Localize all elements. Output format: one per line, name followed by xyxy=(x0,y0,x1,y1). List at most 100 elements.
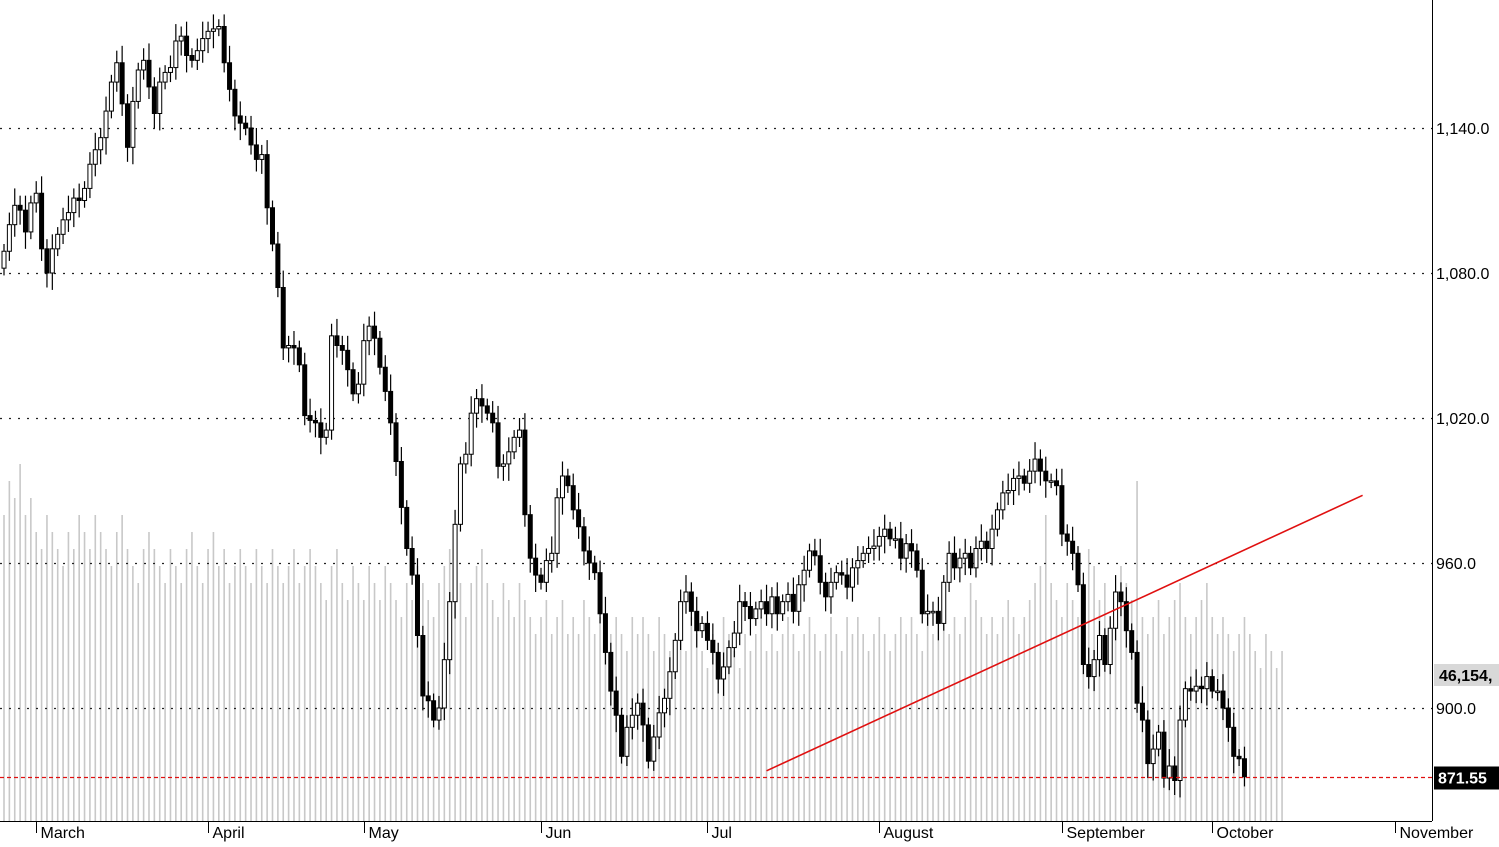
candle-body xyxy=(812,550,818,557)
candle xyxy=(844,558,850,600)
candle xyxy=(726,640,732,675)
candle xyxy=(543,548,549,592)
candle xyxy=(737,584,743,646)
candle-body xyxy=(828,581,834,598)
candle-body xyxy=(774,596,780,615)
candle-body xyxy=(65,212,71,221)
candle xyxy=(817,538,823,595)
candle xyxy=(60,207,66,244)
candle-body xyxy=(592,562,598,574)
candle-body xyxy=(941,581,947,624)
candle xyxy=(366,316,372,356)
candle-body xyxy=(1032,458,1038,472)
x-tick-label: October xyxy=(1217,825,1275,842)
candle-body xyxy=(1123,601,1129,632)
candle-body xyxy=(98,137,104,151)
candle xyxy=(613,676,619,733)
candle-body xyxy=(1129,630,1135,653)
volume-tag xyxy=(1434,664,1499,686)
candle-body xyxy=(994,509,1000,530)
candle xyxy=(436,695,442,730)
candle-body xyxy=(662,697,668,714)
candle-body xyxy=(221,26,227,64)
candle xyxy=(184,21,190,73)
candle-body xyxy=(12,204,18,226)
candle-body xyxy=(1156,731,1162,750)
candle-body xyxy=(420,635,426,697)
candle-body xyxy=(1005,490,1011,494)
candle xyxy=(173,24,179,80)
candle xyxy=(592,555,598,580)
candle xyxy=(753,601,759,626)
candle xyxy=(130,86,136,165)
candle-body xyxy=(270,207,275,245)
candle-body xyxy=(506,451,512,465)
candle xyxy=(312,410,318,438)
candle-body xyxy=(1107,627,1113,665)
candle xyxy=(721,652,727,696)
candle xyxy=(586,536,592,580)
candle xyxy=(597,560,603,624)
candle xyxy=(774,582,780,631)
trendline[interactable] xyxy=(766,494,1363,772)
candle xyxy=(1172,756,1178,795)
candle xyxy=(812,538,818,566)
candle-body xyxy=(210,28,216,32)
candle xyxy=(484,398,490,421)
candle xyxy=(651,724,657,771)
x-tick-label: March xyxy=(41,825,85,842)
candle-body xyxy=(302,364,308,417)
candle-body xyxy=(554,497,560,554)
candle xyxy=(377,331,383,375)
candle xyxy=(903,534,909,573)
candle xyxy=(994,502,1000,537)
candle xyxy=(699,616,705,638)
candle-body xyxy=(318,422,324,438)
candle-body xyxy=(747,606,753,620)
candle-body xyxy=(291,345,297,349)
candle-body xyxy=(1241,758,1247,778)
candle-body xyxy=(1064,533,1070,542)
candle xyxy=(1005,473,1011,505)
candle-body xyxy=(1172,765,1178,781)
candle-body xyxy=(1043,470,1049,482)
candle-body xyxy=(500,463,506,467)
candle-body xyxy=(431,700,437,721)
candle-body xyxy=(919,569,925,615)
candle xyxy=(946,541,952,592)
candle xyxy=(1118,582,1124,617)
candle-body xyxy=(425,695,431,702)
candle xyxy=(919,558,925,624)
x-tick-label: November xyxy=(1400,825,1474,842)
candle-body xyxy=(232,88,238,117)
candle xyxy=(420,625,426,711)
candle-body xyxy=(264,154,270,209)
candle xyxy=(1000,480,1006,520)
candle xyxy=(1193,669,1199,704)
candle xyxy=(704,611,710,650)
candle-body xyxy=(833,572,839,583)
candle xyxy=(823,572,829,612)
candle xyxy=(538,567,544,590)
candle xyxy=(1054,468,1060,496)
candle-body xyxy=(184,35,190,57)
candle xyxy=(441,642,447,721)
candle xyxy=(925,594,931,626)
candle xyxy=(194,38,200,70)
candle-body xyxy=(71,197,77,214)
candle xyxy=(882,514,888,554)
candle xyxy=(1075,546,1081,592)
candle-body xyxy=(522,429,528,516)
candle-body xyxy=(753,608,759,620)
candle xyxy=(221,14,227,73)
candle xyxy=(672,633,678,679)
candle-body xyxy=(1059,485,1065,535)
candle-body xyxy=(978,540,984,549)
candle xyxy=(1129,623,1135,660)
candle-body xyxy=(296,347,302,366)
candle-body xyxy=(785,593,791,603)
candle xyxy=(76,183,82,218)
candle-body xyxy=(640,702,646,726)
candle xyxy=(98,128,104,165)
